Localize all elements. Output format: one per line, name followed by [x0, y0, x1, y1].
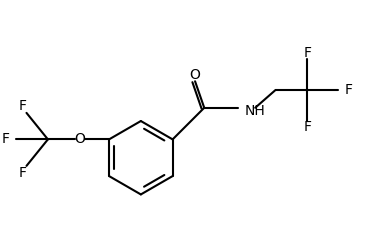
Text: O: O [190, 68, 200, 82]
Text: F: F [303, 120, 311, 134]
Text: F: F [2, 132, 10, 146]
Text: F: F [345, 83, 352, 97]
Text: NH: NH [245, 104, 265, 118]
Text: F: F [18, 166, 26, 179]
Text: O: O [74, 132, 85, 146]
Text: F: F [18, 99, 26, 113]
Text: F: F [303, 46, 311, 60]
